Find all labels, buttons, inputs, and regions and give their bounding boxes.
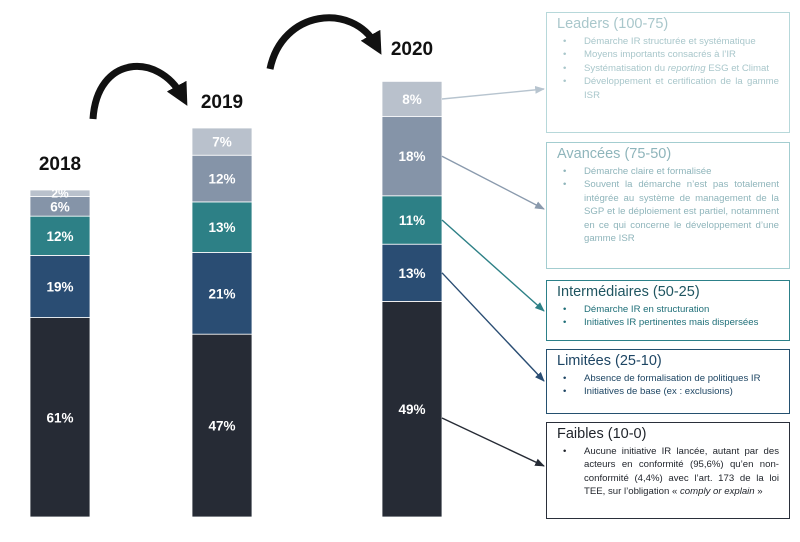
year-label-2020: 2020 [391, 39, 433, 60]
connector-faibles [441, 417, 545, 467]
legend-item: Systématisation du reporting ESG et Clim… [557, 62, 779, 76]
legend-title-avancees: Avancées (75-50) [557, 146, 672, 162]
bar-segment-2019-4 [191, 154, 253, 203]
bar-value-label: 6% [50, 199, 70, 214]
bar-segment-2020-1 [381, 300, 443, 518]
bar-value-label: 47% [208, 419, 235, 434]
bar-segment-2020-2 [381, 243, 443, 302]
legend-item: Développement et certification de la gam… [557, 75, 779, 102]
bar-value-label: 49% [398, 402, 425, 417]
connector-arrows-layer [441, 85, 545, 467]
year-labels-layer: 2018 2019 2020 [39, 39, 433, 175]
bar-value-label: 7% [212, 135, 232, 150]
connector-avancees [441, 155, 545, 210]
arrow-2018-2019 [89, 62, 188, 120]
legend-box-leaders: Leaders (100-75) Démarche IR structurée … [546, 12, 790, 133]
legend-item: Initiatives IR pertinentes mais dispersé… [557, 316, 779, 330]
bar-value-label: 19% [46, 279, 73, 294]
legend-title-limitees: Limitées (25-10) [557, 353, 662, 369]
legend-item: Démarche claire et formalisée [557, 165, 779, 179]
bar-segment-2020-3 [381, 195, 443, 245]
bar-segment-2019-3 [191, 201, 253, 253]
connector-limitees [441, 272, 545, 382]
bar-segment-2019-5 [191, 127, 253, 156]
year-label-2018: 2018 [39, 154, 81, 175]
value-labels-layer: 61% 19% 12% 6%2% 47% 21% 13% 12% 7% 49% 13% 11% 18% 8… [46, 92, 425, 434]
bar-segment-2019-1 [191, 333, 253, 518]
legend-item: Aucune initiative IR lancée, autant par … [557, 445, 779, 499]
bar-segment-2018-1 [29, 317, 91, 518]
connector-intermediaires [441, 219, 545, 312]
bar-segment-2018-2 [29, 254, 91, 318]
legend-box-intermediaires: Intermédiaires (50-25) Démarche IR en st… [546, 280, 790, 341]
legend-list-intermediaires: Démarche IR en structuration Initiatives… [557, 303, 779, 330]
bar-segment-2018-5 [29, 189, 91, 197]
bar-value-label: 12% [46, 229, 73, 244]
bar-value-label: 21% [208, 286, 235, 301]
bar-value-label: 12% [208, 172, 235, 187]
year-label-2019: 2019 [201, 92, 243, 113]
legend-list-leaders: Démarche IR structurée et systématique M… [557, 35, 779, 102]
legend-box-limitees: Limitées (25-10) Absence de formalisatio… [546, 349, 790, 414]
arrow-2019-2020 [266, 14, 382, 70]
bar-value-label: 13% [208, 220, 235, 235]
bar-value-label: 13% [398, 266, 425, 281]
legend-box-faibles: Faibles (10-0) Aucune initiative IR lanc… [546, 422, 790, 519]
year-arrows-layer [89, 14, 382, 120]
legend-box-avancees: Avancées (75-50) Démarche claire et form… [546, 142, 790, 269]
legend-item: Absence de formalisation de politiques I… [557, 372, 779, 386]
legend-item: Moyens importants consacrés à l’IR [557, 48, 779, 62]
bars-layer [29, 81, 443, 518]
legend-title-faibles: Faibles (10-0) [557, 426, 647, 442]
bar-value-label: 61% [46, 410, 73, 425]
legend-title-intermediaires: Intermédiaires (50-25) [557, 284, 700, 300]
bar-segment-2019-2 [191, 252, 253, 335]
bar-value-label: 11% [399, 213, 425, 228]
legend-list-faibles: Aucune initiative IR lancée, autant par … [557, 445, 779, 499]
legend-item: Initiatives de base (ex : exclusions) [557, 385, 779, 399]
bar-value-label: 8% [402, 92, 422, 107]
legend-title-leaders: Leaders (100-75) [557, 16, 669, 32]
connector-leaders [441, 85, 545, 100]
bar-value-label: 2% [51, 186, 69, 200]
legend-item: Démarche IR structurée et systématique [557, 35, 779, 49]
legend-list-limitees: Absence de formalisation de politiques I… [557, 372, 779, 399]
legend-item: Démarche IR en structuration [557, 303, 779, 317]
legend-list-avancees: Démarche claire et formalisée Souvent la… [557, 165, 779, 245]
legend-item: Souvent la démarche n’est pas totalement… [557, 178, 779, 245]
bar-value-label: 18% [398, 149, 425, 164]
